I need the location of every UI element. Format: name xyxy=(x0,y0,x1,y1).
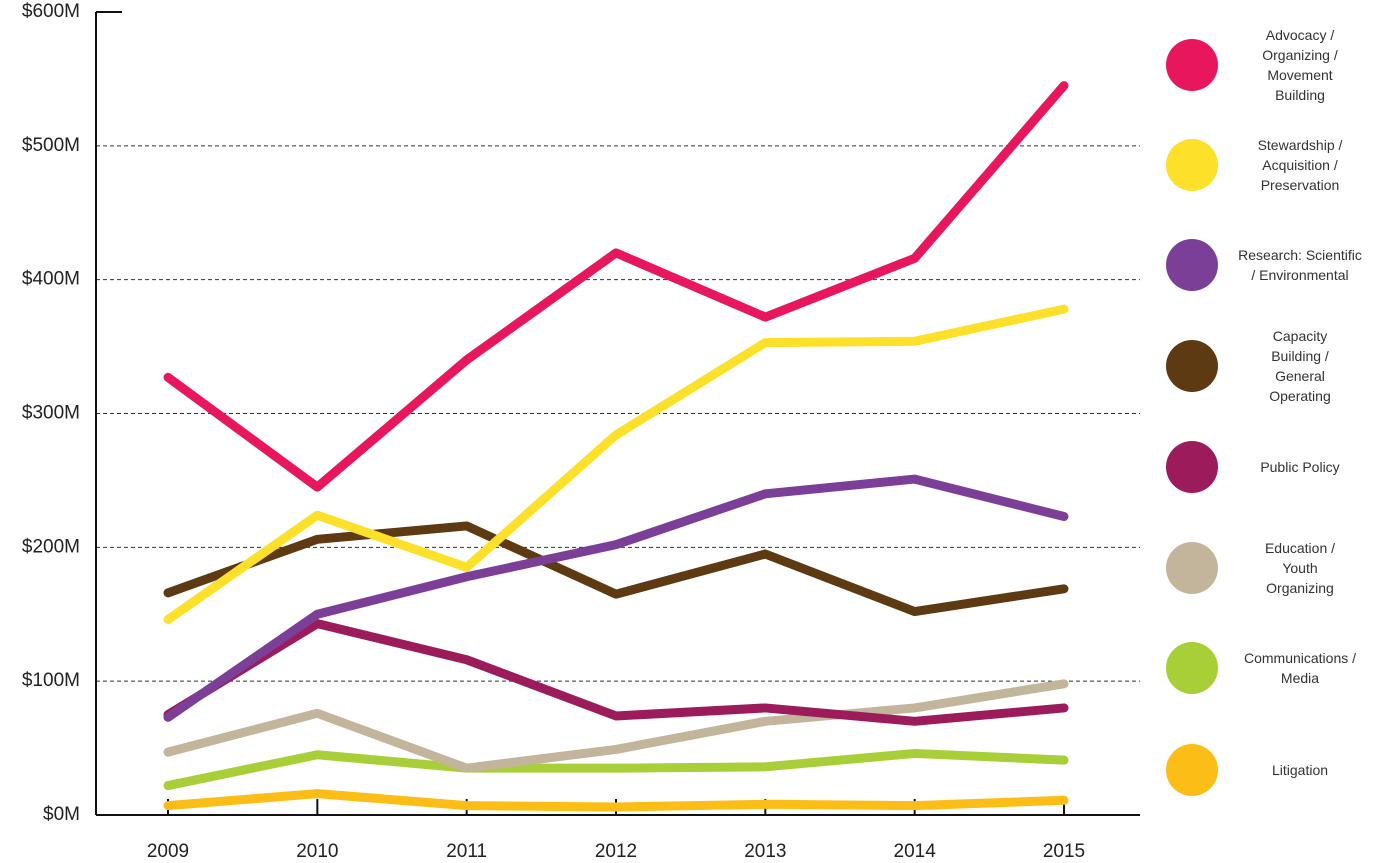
x-tick-label: 2009 xyxy=(147,841,189,862)
x-tick-label: 2012 xyxy=(595,841,637,862)
x-tick-label: 2015 xyxy=(1043,841,1085,862)
legend-label: Stewardship / Acquisition / Preservation xyxy=(1257,137,1343,193)
legend-icon xyxy=(1166,39,1218,91)
y-tick-label: $200M xyxy=(22,536,80,557)
legend-icon xyxy=(1166,239,1218,291)
y-tick-label: $400M xyxy=(22,269,80,290)
y-tick-label: $500M xyxy=(22,135,80,156)
x-tick-label: 2013 xyxy=(744,841,786,862)
legend-label: Capacity Building / General Operating xyxy=(1269,328,1331,404)
series-line xyxy=(163,748,1069,791)
x-tick-label: 2010 xyxy=(296,841,338,862)
series-line xyxy=(163,474,1069,722)
y-tick-label: $0M xyxy=(43,804,80,825)
series-line xyxy=(163,679,1069,773)
legend-label: Research: Scientific / Environmental xyxy=(1238,247,1362,283)
legend-icon xyxy=(1166,139,1218,191)
legend-label: Litigation xyxy=(1271,762,1329,778)
legend-label: Communications / Media xyxy=(1243,650,1357,686)
legend-icon xyxy=(1166,542,1218,594)
legend-label: Advocacy / Organizing / Movement Buildin… xyxy=(1262,27,1338,103)
legend-icon xyxy=(1166,642,1218,694)
legend-label: Education / Youth Organizing xyxy=(1264,540,1336,596)
y-tick-label: $100M xyxy=(22,670,80,691)
y-tick-label: $600M xyxy=(22,1,80,22)
series-line xyxy=(163,81,1069,492)
legend-icon xyxy=(1166,441,1218,493)
x-tick-label: 2011 xyxy=(446,841,487,862)
legend-icon xyxy=(1166,340,1218,392)
legend-icon xyxy=(1166,744,1218,796)
y-tick-label: $300M xyxy=(22,403,80,424)
series-line xyxy=(163,304,1069,625)
legend-label: Public Policy xyxy=(1260,459,1340,475)
x-tick-label: 2014 xyxy=(894,841,937,862)
series-line xyxy=(163,789,1069,812)
series-line xyxy=(163,619,1069,726)
series-line xyxy=(163,521,1069,617)
